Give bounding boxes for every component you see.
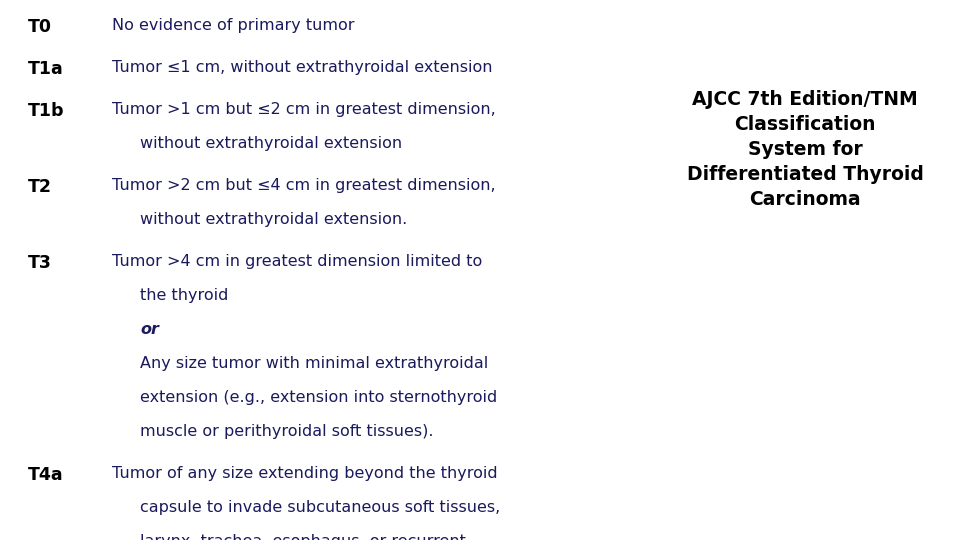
Text: Tumor >1 cm but ≤2 cm in greatest dimension,: Tumor >1 cm but ≤2 cm in greatest dimens… xyxy=(112,102,495,117)
Text: No evidence of primary tumor: No evidence of primary tumor xyxy=(112,18,354,33)
Text: T4a: T4a xyxy=(28,466,63,484)
Text: Tumor ≤1 cm, without extrathyroidal extension: Tumor ≤1 cm, without extrathyroidal exte… xyxy=(112,60,492,75)
Text: without extrathyroidal extension.: without extrathyroidal extension. xyxy=(140,212,407,227)
Text: the thyroid: the thyroid xyxy=(140,288,228,303)
Text: extension (e.g., extension into sternothyroid: extension (e.g., extension into sternoth… xyxy=(140,390,497,405)
Text: T2: T2 xyxy=(28,178,52,196)
Text: Any size tumor with minimal extrathyroidal: Any size tumor with minimal extrathyroid… xyxy=(140,356,489,371)
Text: capsule to invade subcutaneous soft tissues,: capsule to invade subcutaneous soft tiss… xyxy=(140,500,500,515)
Text: T1b: T1b xyxy=(28,102,64,120)
Text: Tumor >2 cm but ≤4 cm in greatest dimension,: Tumor >2 cm but ≤4 cm in greatest dimens… xyxy=(112,178,495,193)
Text: Tumor >4 cm in greatest dimension limited to: Tumor >4 cm in greatest dimension limite… xyxy=(112,254,482,269)
Text: muscle or perithyroidal soft tissues).: muscle or perithyroidal soft tissues). xyxy=(140,424,434,439)
Text: AJCC 7th Edition/TNM
Classification
System for
Differentiated Thyroid
Carcinoma: AJCC 7th Edition/TNM Classification Syst… xyxy=(686,90,924,209)
Text: larynx, trachea, esophagus, or recurrent: larynx, trachea, esophagus, or recurrent xyxy=(140,534,466,540)
Text: without extrathyroidal extension: without extrathyroidal extension xyxy=(140,136,402,151)
Text: Tumor of any size extending beyond the thyroid: Tumor of any size extending beyond the t… xyxy=(112,466,497,481)
Text: or: or xyxy=(140,322,158,337)
Text: T1a: T1a xyxy=(28,60,63,78)
Text: T3: T3 xyxy=(28,254,52,272)
Text: T0: T0 xyxy=(28,18,52,36)
